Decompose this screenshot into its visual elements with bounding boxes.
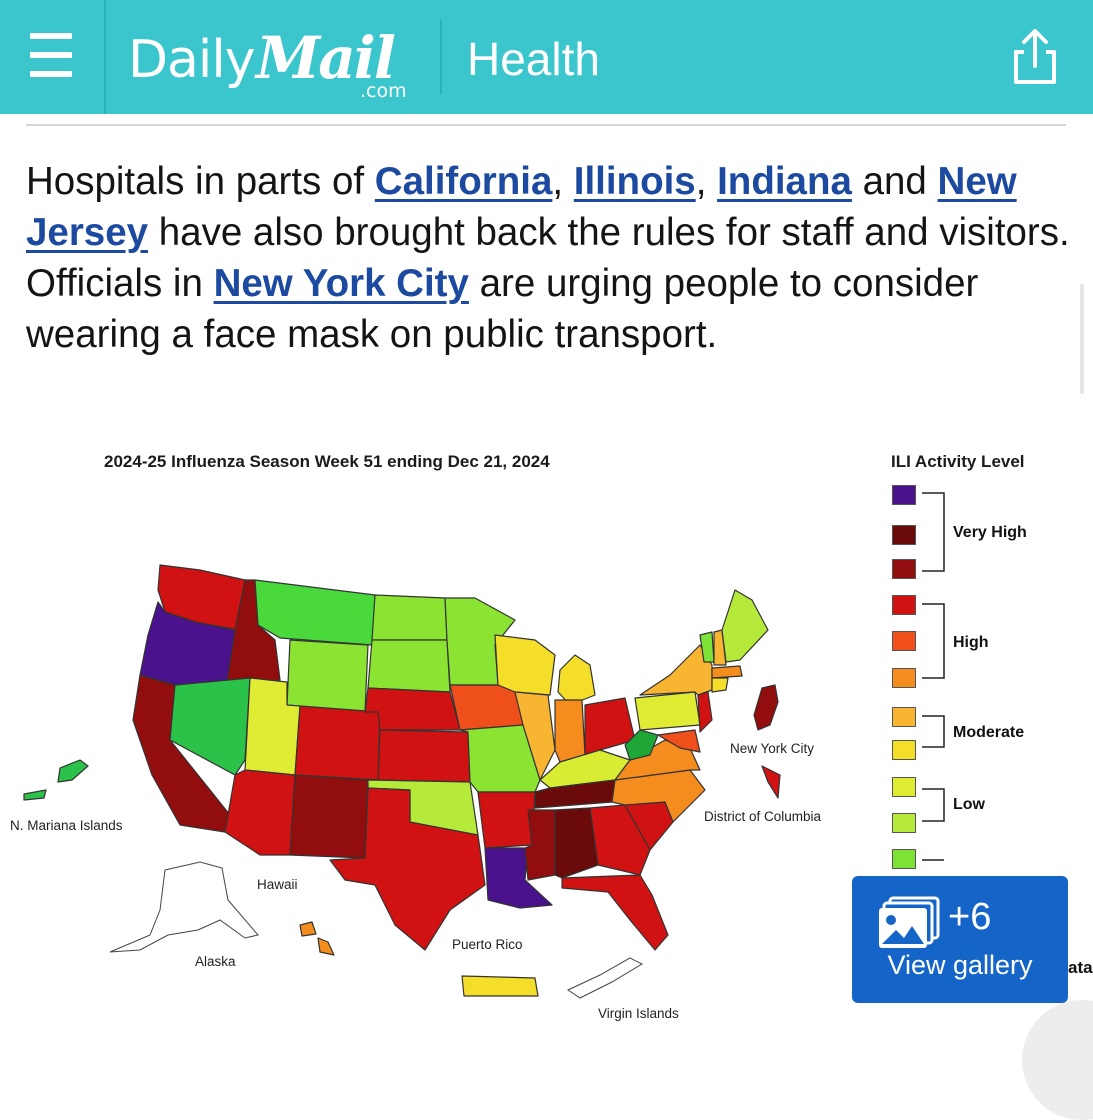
inset-hawaii [299,921,317,937]
state-indiana [554,699,586,763]
gallery-label: View gallery [887,950,1033,980]
legend-swatch [892,631,916,651]
inset-hawaii [317,937,335,956]
link-indiana[interactable]: Indiana [717,160,852,203]
site-header: Daily Mail .com Health [0,0,1093,114]
menu-button[interactable] [0,0,104,114]
state-wyoming [286,639,369,713]
legend-label-moderate: Moderate [953,724,1025,741]
label-virgin-islands: Virgin Islands [598,1006,679,1021]
hamburger-menu-icon [30,71,72,77]
legend-swatch [892,849,916,869]
view-gallery-button[interactable]: +6 View gallery [852,876,1068,1003]
state-colorado [294,705,381,781]
state-west-virginia [624,729,659,761]
state-maryland [657,729,701,753]
state-arkansas [477,791,536,849]
header-divider [104,0,106,114]
legend-label-low: Low [953,796,985,813]
legend-swatch [892,813,916,833]
state-new-mexico [289,774,369,859]
paragraph-text: and [851,160,938,203]
legend-label-very-high: Very High [953,524,1027,541]
inset-puerto-rico [461,975,539,997]
state-pennsylvania [634,691,701,731]
state-north-dakota [371,594,448,641]
legend-swatch [892,668,916,688]
state-massachusetts [711,665,743,679]
section-title[interactable]: Health [467,33,600,85]
label-district-of-columbia: District of Columbia [704,809,822,824]
logo-com-text: .com [360,80,407,102]
inset-district-of-columbia [761,765,781,799]
inset-n-mariana-islands [23,789,47,801]
legend-swatch [892,485,916,505]
legend-swatch [892,525,916,545]
state-nebraska [364,687,461,731]
paragraph-text: Hospitals in parts of [26,160,375,203]
state-new-york [639,644,713,696]
flu-map-figure[interactable]: 2024-25 Influenza Season Week 51 ending … [0,430,1093,1045]
state-michigan [557,654,596,706]
legend-cutoff-text: ata [1068,958,1093,977]
hamburger-menu-icon [30,52,72,58]
state-texas [329,787,486,951]
gallery-images-icon [879,896,940,948]
paragraph-text: , [695,160,718,203]
scrollbar[interactable] [1080,284,1084,394]
state-nevada [169,677,251,776]
us-flu-map [23,564,781,999]
paragraph-text: , [552,160,574,203]
paragraph-text: are urging people to consider wearing a … [26,262,979,356]
inset-new-york-city [753,684,779,731]
legend-swatch [892,777,916,797]
site-logo[interactable]: Daily Mail .com [128,18,418,104]
link-new-york-city[interactable]: New York City [213,262,469,305]
label-n-mariana-islands: N. Mariana Islands [10,818,123,833]
inset-virgin-islands [566,957,644,999]
header-divider [440,20,442,94]
state-south-dakota [367,639,451,693]
legend-swatch [892,740,916,760]
state-kansas [377,729,471,783]
legend-swatch [892,559,916,579]
state-arizona [224,769,296,856]
label-new-york-city: New York City [730,741,815,756]
legend-label-high: High [953,634,989,651]
state-connecticut [711,677,729,693]
label-hawaii: Hawaii [257,877,298,892]
inset-n-mariana-islands [57,759,89,783]
legend-brackets [922,492,945,861]
label-puerto-rico: Puerto Rico [452,937,523,952]
share-button[interactable] [1000,22,1070,92]
state-wisconsin [494,634,556,696]
state-montana [254,579,376,646]
label-alaska: Alaska [195,954,236,969]
state-alabama [554,807,599,879]
legend-title: ILI Activity Level [891,452,1025,471]
article-paragraph: Hospitals in parts of California, Illino… [26,156,1076,360]
state-illinois [514,691,556,781]
state-ohio [584,697,636,756]
legend-swatch [892,595,916,615]
link-illinois[interactable]: Illinois [573,160,696,203]
link-new-jersey[interactable]: New Jersey [26,160,1017,254]
state-maine [721,589,769,663]
paragraph-text: have also brought back the rules for sta… [26,211,1070,305]
state-florida [561,874,669,951]
state-georgia [589,804,651,876]
share-icon [1014,29,1056,84]
content-divider [26,124,1066,126]
state-iowa [449,684,524,731]
inset-alaska [109,861,259,953]
state-new-jersey [697,691,713,733]
logo-mail-text: Mail [256,24,396,92]
link-california[interactable]: California [374,160,553,203]
legend-swatch [892,707,916,727]
gallery-count: +6 [948,896,992,938]
logo-daily-text: Daily [128,30,256,90]
hamburger-menu-icon [30,33,72,39]
map-title: 2024-25 Influenza Season Week 51 ending … [104,452,550,471]
